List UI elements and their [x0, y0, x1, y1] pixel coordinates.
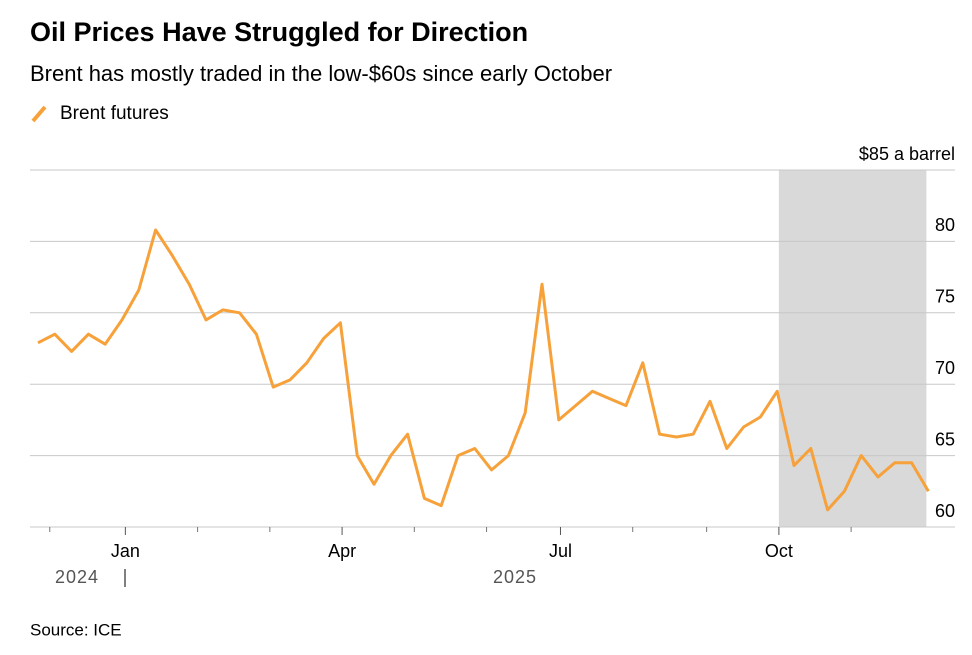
chart-title: Oil Prices Have Struggled for Direction [30, 17, 528, 47]
year-label: 2024 [55, 567, 99, 587]
y-tick-label: 60 [935, 501, 955, 521]
y-tick-label: 75 [935, 287, 955, 307]
year-label: 2025 [493, 567, 537, 587]
y-tick-label: 70 [935, 358, 955, 378]
y-tick-label: 80 [935, 215, 955, 235]
chart-subtitle: Brent has mostly traded in the low-$60s … [30, 61, 612, 86]
price-line [37, 228, 930, 512]
x-tick-label: Apr [328, 541, 356, 561]
source: Source: ICE [30, 620, 122, 639]
legend-label: Brent futures [60, 103, 169, 124]
legend-swatch [31, 105, 47, 123]
shaded-period [778, 170, 927, 527]
y-tick-label: $85 a barrel [859, 144, 955, 164]
x-tick-label: Jul [549, 541, 572, 561]
y-tick-label: 65 [935, 429, 955, 449]
x-tick-label: Oct [765, 541, 793, 561]
x-tick-label: Jan [111, 541, 140, 561]
